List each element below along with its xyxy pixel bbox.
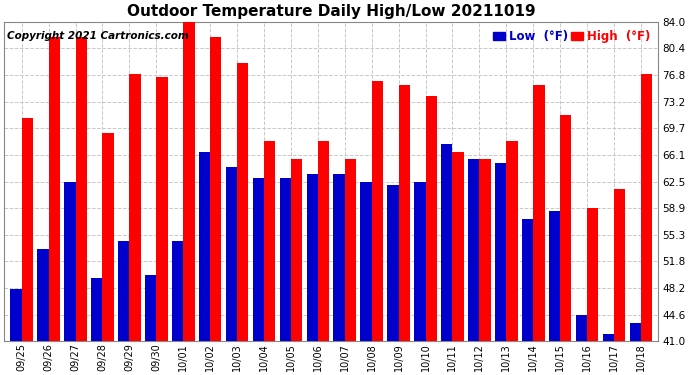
Bar xyxy=(549,211,560,342)
Bar xyxy=(480,159,491,342)
Bar xyxy=(199,152,210,342)
Legend: Low  (°F), High  (°F): Low (°F), High (°F) xyxy=(491,28,653,45)
Bar xyxy=(21,118,33,342)
Bar xyxy=(441,144,453,342)
Bar xyxy=(118,241,129,342)
Bar xyxy=(372,81,383,342)
Bar xyxy=(468,159,480,342)
Bar xyxy=(575,315,587,342)
Bar xyxy=(495,163,506,342)
Bar xyxy=(91,278,102,342)
Bar xyxy=(184,22,195,342)
Bar xyxy=(602,334,614,342)
Bar xyxy=(614,189,625,342)
Bar xyxy=(157,78,168,342)
Bar xyxy=(64,182,75,342)
Bar xyxy=(145,274,157,342)
Bar xyxy=(641,74,652,342)
Text: Copyright 2021 Cartronics.com: Copyright 2021 Cartronics.com xyxy=(8,32,189,41)
Bar xyxy=(333,174,345,342)
Bar xyxy=(102,133,114,342)
Bar xyxy=(253,178,264,342)
Bar xyxy=(75,37,87,342)
Bar xyxy=(210,37,221,342)
Bar xyxy=(129,74,141,342)
Bar xyxy=(453,152,464,342)
Bar xyxy=(264,141,275,342)
Bar xyxy=(172,241,184,342)
Bar xyxy=(522,219,533,342)
Bar xyxy=(360,182,372,342)
Bar xyxy=(560,115,571,342)
Bar xyxy=(291,159,302,342)
Bar xyxy=(10,290,21,342)
Bar xyxy=(279,178,291,342)
Bar xyxy=(629,323,641,342)
Title: Outdoor Temperature Daily High/Low 20211019: Outdoor Temperature Daily High/Low 20211… xyxy=(127,4,535,19)
Bar xyxy=(318,141,329,342)
Bar xyxy=(426,96,437,342)
Bar xyxy=(226,167,237,342)
Bar xyxy=(414,182,426,342)
Bar xyxy=(306,174,318,342)
Bar xyxy=(37,249,48,342)
Bar xyxy=(533,85,544,342)
Bar xyxy=(506,141,518,342)
Bar xyxy=(237,63,248,342)
Bar xyxy=(345,159,356,342)
Bar xyxy=(387,185,399,342)
Bar xyxy=(587,208,598,342)
Bar xyxy=(48,37,60,342)
Bar xyxy=(399,85,410,342)
